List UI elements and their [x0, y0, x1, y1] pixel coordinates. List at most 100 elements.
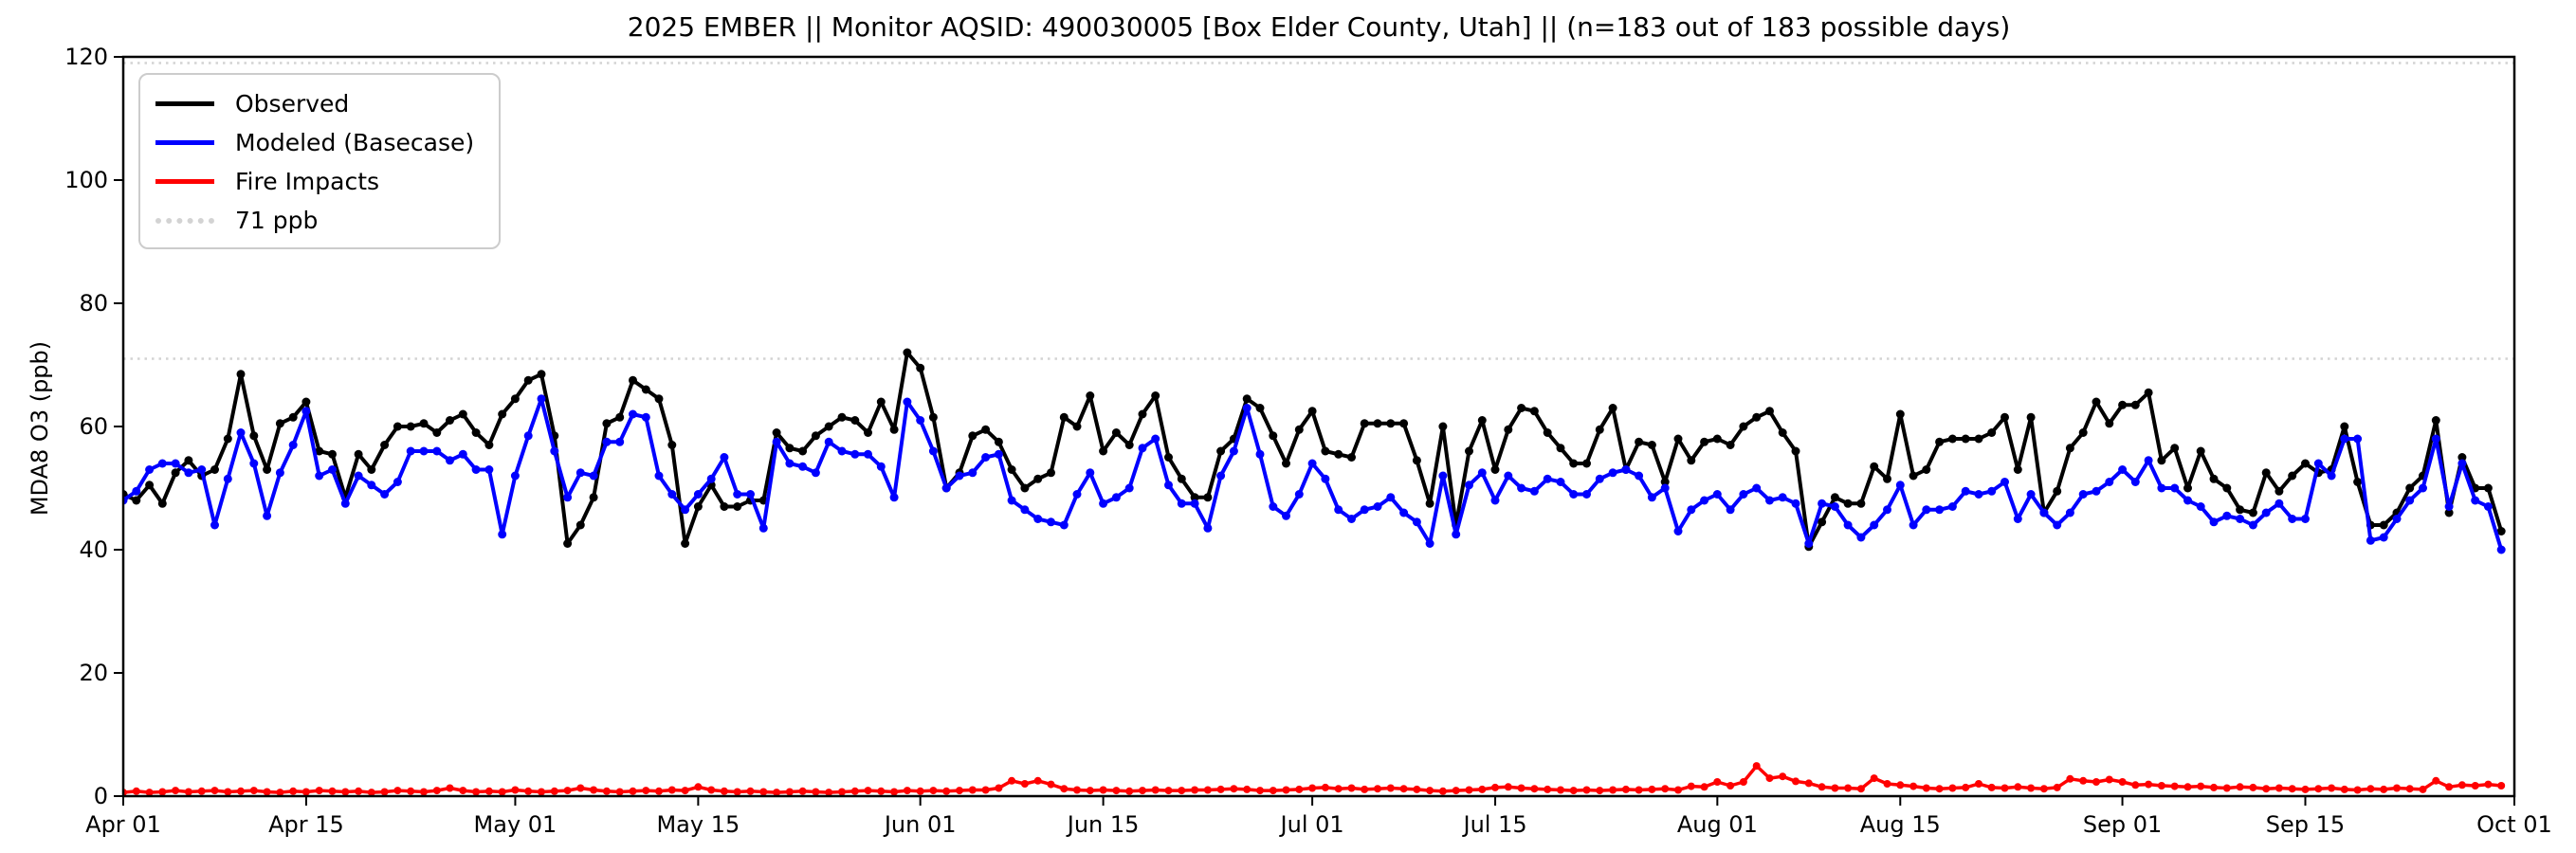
data-point: [1190, 493, 1199, 502]
data-point: [2065, 508, 2074, 517]
data-point: [420, 788, 428, 796]
data-point: [968, 786, 977, 794]
data-point: [406, 422, 415, 431]
data-point: [2118, 465, 2128, 474]
data-point: [1413, 785, 1421, 793]
data-point: [2170, 483, 2180, 493]
data-point: [1373, 419, 1382, 428]
data-point: [288, 412, 298, 422]
data-point: [1517, 404, 1526, 412]
legend-swatch: [155, 179, 214, 184]
y-tick-label: 100: [64, 167, 108, 193]
data-point: [145, 465, 155, 474]
data-point: [1230, 785, 1238, 793]
data-point: [1621, 465, 1631, 474]
data-point: [1818, 499, 1827, 508]
data-point: [2053, 783, 2061, 791]
data-point: [1203, 523, 1213, 533]
x-tick-label: Jul 15: [1461, 811, 1526, 838]
data-point: [1334, 505, 1343, 515]
data-point: [563, 493, 573, 502]
data-point: [876, 462, 886, 471]
data-point: [2236, 783, 2244, 791]
data-point: [1033, 515, 1043, 523]
data-point: [2222, 784, 2231, 792]
data-point: [446, 784, 454, 792]
data-point: [746, 490, 755, 499]
data-point: [1961, 486, 1970, 496]
data-point: [1307, 407, 1317, 416]
data-point: [1151, 786, 1160, 794]
data-point: [407, 787, 415, 795]
data-point: [929, 787, 938, 795]
data-point: [1791, 499, 1800, 508]
data-point: [1530, 785, 1539, 793]
data-point: [1843, 520, 1853, 530]
data-point: [2118, 778, 2127, 786]
data-point: [1870, 520, 1879, 530]
data-point: [1883, 505, 1891, 515]
data-point: [2393, 784, 2401, 792]
data-point: [772, 428, 781, 437]
data-point: [1504, 425, 1513, 434]
data-point: [681, 539, 690, 548]
data-point: [1948, 784, 1957, 792]
x-tick-label: Sep 01: [2083, 811, 2162, 838]
data-point: [354, 471, 363, 481]
data-point: [1726, 782, 1735, 789]
data-point: [1504, 783, 1512, 791]
data-point: [2328, 784, 2336, 792]
data-point: [1818, 783, 1826, 791]
data-point: [1883, 474, 1891, 483]
data-point: [2157, 483, 2166, 493]
data-point: [2078, 490, 2088, 499]
data-point: [2078, 428, 2088, 437]
data-point: [2145, 780, 2153, 789]
data-point: [654, 471, 664, 481]
data-point: [1178, 787, 1186, 795]
x-tick-label: Sep 15: [2266, 811, 2345, 838]
data-point: [1073, 786, 1081, 794]
data-point: [589, 471, 598, 481]
data-point: [681, 505, 690, 515]
data-point: [850, 416, 860, 425]
data-point: [707, 786, 716, 794]
data-point: [197, 465, 207, 474]
data-point: [2013, 465, 2022, 474]
data-point: [2144, 388, 2153, 397]
data-point: [1164, 453, 1173, 462]
data-point: [275, 468, 284, 478]
data-point: [341, 788, 350, 796]
data-point: [694, 783, 703, 791]
data-point: [289, 787, 298, 795]
data-point: [2327, 471, 2336, 481]
data-point: [1556, 478, 1565, 486]
data-point: [812, 788, 820, 796]
data-point: [850, 449, 860, 459]
data-point: [1961, 434, 1970, 444]
x-tick-label: Apr 01: [85, 811, 161, 838]
data-point: [236, 370, 246, 379]
data-point: [916, 416, 925, 425]
legend-label: Fire Impacts: [235, 168, 380, 195]
data-point: [2130, 478, 2140, 486]
data-point: [1465, 786, 1473, 794]
data-point: [2301, 459, 2310, 468]
data-point: [210, 520, 219, 530]
data-point: [472, 788, 481, 796]
data-point: [629, 409, 637, 419]
data-point: [1334, 785, 1343, 793]
data-point: [785, 459, 795, 468]
data-point: [315, 446, 324, 456]
data-point: [2444, 508, 2454, 517]
data-point: [1792, 777, 1800, 786]
data-point: [864, 449, 872, 459]
data-point: [2209, 474, 2219, 483]
data-point: [223, 434, 232, 444]
data-point: [2431, 434, 2440, 444]
data-point: [1569, 459, 1579, 468]
data-point: [2131, 781, 2140, 789]
data-point: [1765, 496, 1774, 505]
data-point: [890, 788, 899, 796]
